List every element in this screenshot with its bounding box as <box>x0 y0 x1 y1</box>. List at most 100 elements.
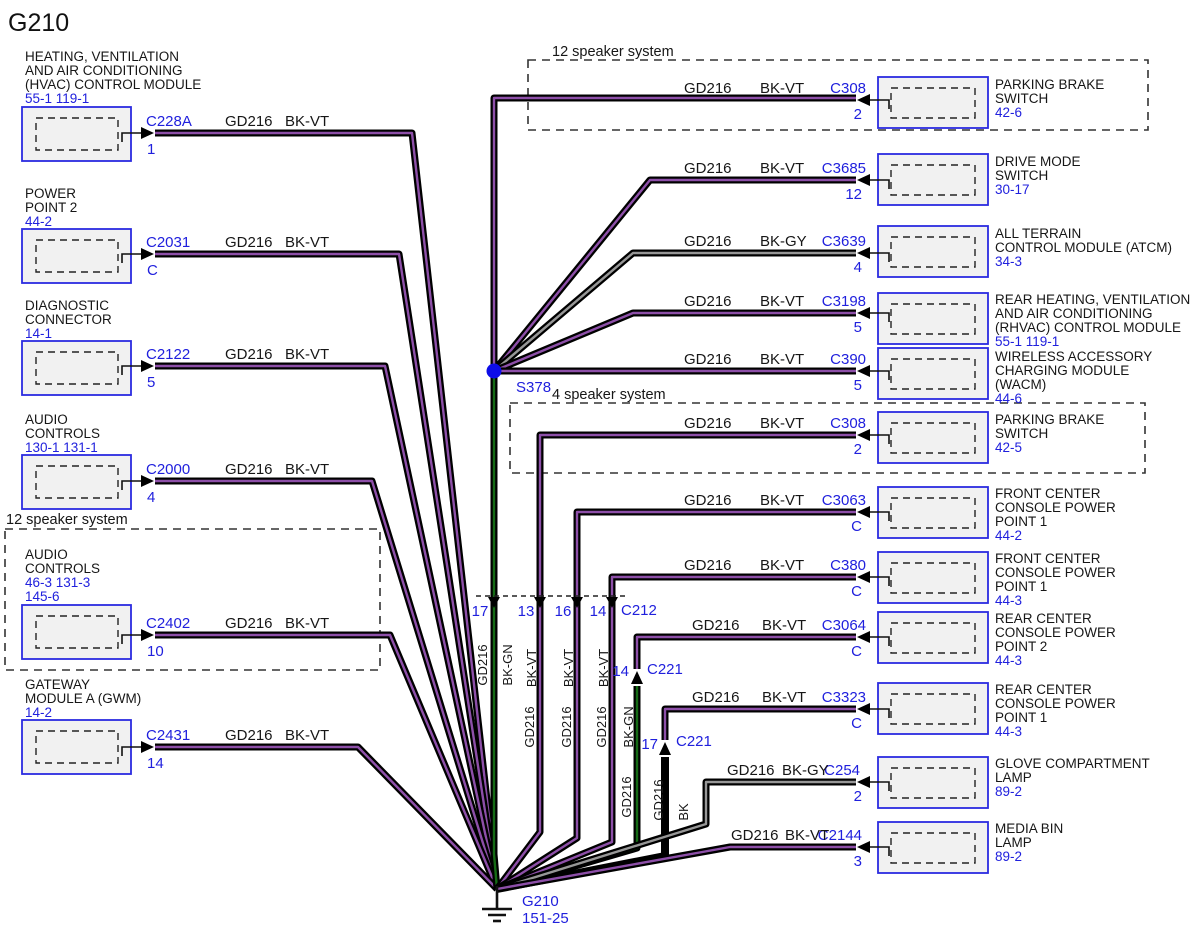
pin-label: 1 <box>147 141 155 158</box>
circuit-label: GD216 <box>225 113 273 130</box>
left-arrow-icon <box>857 174 870 186</box>
pin-label: C <box>147 262 158 279</box>
module-hvac-control-module: HEATING, VENTILATION AND AIR CONDITIONIN… <box>21 49 329 162</box>
pin-label: 5 <box>854 319 862 336</box>
module-name: POINT 1 <box>995 514 1047 529</box>
connector-label: C2144 <box>818 827 862 844</box>
splice-s378: S378 <box>486 363 551 396</box>
wire-c2031 <box>155 250 501 890</box>
connector-label: C308 <box>830 415 866 432</box>
wire-color-label: BK-VT <box>760 492 804 509</box>
pin-label: 4 <box>147 489 155 506</box>
pin-label: 3 <box>854 853 862 870</box>
pin-label: 4 <box>854 259 862 276</box>
group-box-12-speaker-left: 12 speaker system <box>4 512 381 671</box>
c212-pin: 14 <box>590 603 607 620</box>
wire-color-label: BK-VT <box>760 80 804 97</box>
wire-c308-12spk <box>490 94 856 371</box>
module-refs: 34-3 <box>995 254 1022 269</box>
module-power-point-2: POWER POINT 2 44-2 C2031 C GD216 BK-VT <box>21 186 329 284</box>
c212-pin: 13 <box>518 603 535 620</box>
module-name: REAR HEATING, VENTILATION <box>995 292 1190 307</box>
up-arrow-icon <box>631 671 643 684</box>
module-name: WIRELESS ACCESSORY <box>995 349 1152 364</box>
module-refs: 46-3 131-3 <box>25 575 90 590</box>
module-name: HEATING, VENTILATION <box>25 49 179 64</box>
c212-pin: 16 <box>555 603 572 620</box>
connector-label: C380 <box>830 557 866 574</box>
wire-color-label: BK-VT <box>285 346 329 363</box>
wire-c3198 <box>492 309 856 375</box>
module-name: REAR CENTER <box>995 611 1092 626</box>
ground-ref-label: 151-25 <box>522 910 569 927</box>
pin-label: C <box>851 583 862 600</box>
connector-label: C2122 <box>146 346 190 363</box>
riser-labels: GD216 BK-GN BK-VT GD216 BK-VT GD216 BK-V… <box>475 644 691 820</box>
module-name: GLOVE COMPARTMENT <box>995 756 1150 771</box>
wire-color-label: BK-VT <box>760 557 804 574</box>
riser-circuit-label: GD216 <box>522 706 537 747</box>
wire-color-label: BK-VT <box>285 727 329 744</box>
module-name: CONSOLE POWER <box>995 565 1116 580</box>
connector-label: C3063 <box>822 492 866 509</box>
pin-label: C <box>851 518 862 535</box>
left-arrow-icon <box>857 776 870 788</box>
module-name: POINT 2 <box>25 200 77 215</box>
module-name: (HVAC) CONTROL MODULE <box>25 77 201 92</box>
module-name: CONSOLE POWER <box>995 696 1116 711</box>
pin-label: 10 <box>147 643 164 660</box>
module-name: CONTROL MODULE (ATCM) <box>995 240 1172 255</box>
module-name: (RHVAC) CONTROL MODULE <box>995 320 1181 335</box>
wire-c3639 <box>491 249 856 374</box>
left-arrow-icon <box>857 571 870 583</box>
connector-label: C2000 <box>146 461 190 478</box>
module-refs: 44-3 <box>995 724 1022 739</box>
wire-color-label: BK-VT <box>285 461 329 478</box>
connector-label: C390 <box>830 351 866 368</box>
module-name: AUDIO <box>25 547 68 562</box>
left-arrow-icon <box>857 429 870 441</box>
right-arrow-icon <box>141 475 154 487</box>
module-name: CONSOLE POWER <box>995 500 1116 515</box>
module-name: SWITCH <box>995 426 1048 441</box>
wire-c308-4spk <box>494 431 856 892</box>
wire-color-label: BK-VT <box>762 689 806 706</box>
module-audio-controls-12-speaker: AUDIO CONTROLS 46-3 131-3 145-6 C2402 10… <box>21 547 329 660</box>
module-name: POINT 1 <box>995 579 1047 594</box>
wire-color-label: BK-VT <box>785 827 829 844</box>
module-name: PARKING BRAKE <box>995 412 1104 427</box>
left-arrow-icon <box>857 365 870 377</box>
module-refs: 89-2 <box>995 849 1022 864</box>
circuit-label: GD216 <box>225 461 273 478</box>
pin-label: 5 <box>854 377 862 394</box>
wire-c2122 <box>155 362 501 890</box>
module-gateway-module-a: GATEWAY MODULE A (GWM) 14-2 C2431 14 GD2… <box>21 677 329 775</box>
module-all-terrain-control-module: C3639 4 GD216 BK-GY ALL TERRAIN CONTROL … <box>684 225 1172 278</box>
wire-color-label: BK-GY <box>782 762 829 779</box>
group-label-4-speaker: 4 speaker system <box>552 387 666 403</box>
module-glove-compartment-lamp: C254 2 GD216 BK-GY GLOVE COMPARTMENT LAM… <box>727 756 1150 809</box>
wire-c2402 <box>155 631 501 891</box>
module-drive-mode-switch: C3685 12 GD216 BK-VT DRIVE MODE SWITCH 3… <box>684 153 1081 206</box>
up-arrow-icon <box>659 742 671 755</box>
c221-label: C221 <box>647 661 683 678</box>
module-name: POINT 2 <box>995 639 1047 654</box>
module-rhvac-control-module: C3198 5 GD216 BK-VT REAR HEATING, VENTIL… <box>684 292 1190 349</box>
wire-splice-to-ground <box>490 371 501 890</box>
riser-color-label: BK-GN <box>500 644 515 685</box>
module-name: CONNECTOR <box>25 312 112 327</box>
wire-color-label: BK-VT <box>760 293 804 310</box>
c221-label: C221 <box>676 733 712 750</box>
pin-label: C <box>851 643 862 660</box>
circuit-label: GD216 <box>225 615 273 632</box>
module-refs: 42-5 <box>995 440 1022 455</box>
module-name: MODULE A (GWM) <box>25 691 141 706</box>
connector-label: C2031 <box>146 234 190 251</box>
connector-label: C3323 <box>822 689 866 706</box>
pin-label: 2 <box>854 441 862 458</box>
module-refs: 130-1 131-1 <box>25 440 98 455</box>
circuit-label: GD216 <box>225 346 273 363</box>
circuit-label: GD216 <box>692 689 740 706</box>
pin-label: 5 <box>147 374 155 391</box>
